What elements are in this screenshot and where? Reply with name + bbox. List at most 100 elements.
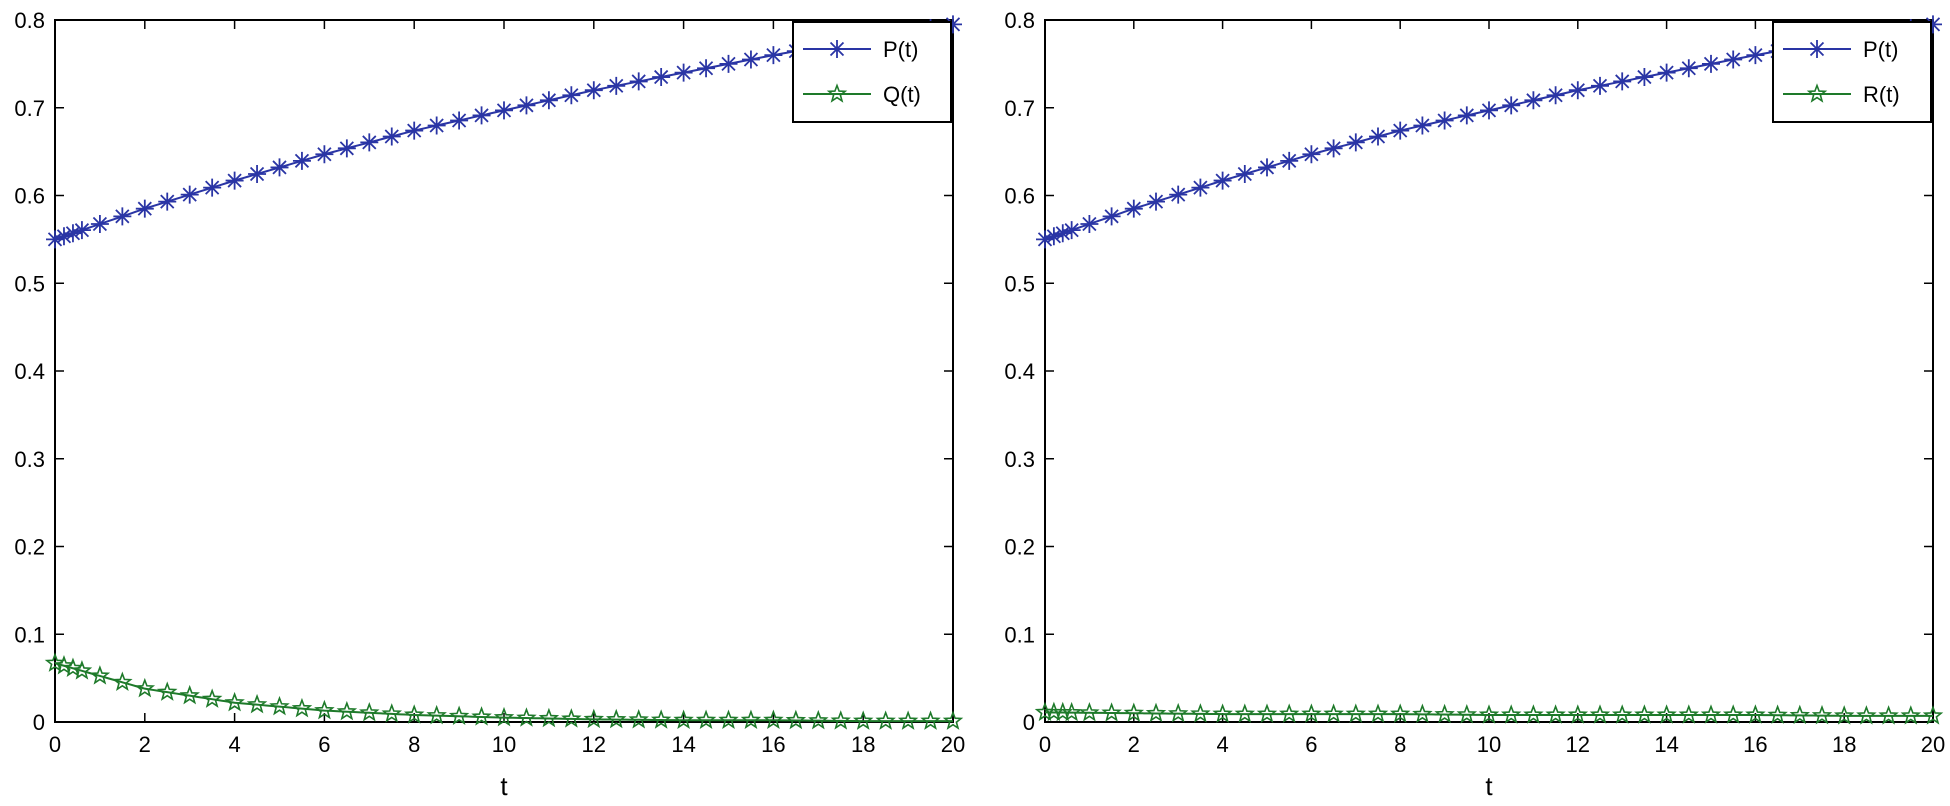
- data-point: [1123, 702, 1145, 722]
- data-point: [471, 706, 492, 726]
- x-tick-label: 18: [851, 732, 875, 757]
- chart-panel-1: 0 2 4 6 8 10 12 14 16 18 20 0 0.1 0.2 0.3 0.4 0.5 0.6 0.7 0…: [14, 8, 965, 801]
- data-point: [852, 710, 874, 730]
- series-qt: [44, 652, 964, 730]
- data-point: [1044, 227, 1063, 246]
- data-point: [1169, 185, 1188, 204]
- data-point: [225, 171, 244, 190]
- x-tick-label: 8: [1394, 732, 1406, 757]
- data-point: [269, 695, 290, 716]
- data-point: [561, 708, 582, 728]
- data-point: [1213, 171, 1232, 190]
- data-point: [359, 702, 380, 722]
- y-tick-label: 0.5: [1004, 271, 1035, 296]
- legend-marker: [1808, 40, 1826, 58]
- x-tick-label: 8: [408, 732, 420, 757]
- data-point: [1256, 703, 1278, 723]
- data-point: [1280, 151, 1299, 170]
- data-point: [1679, 59, 1698, 78]
- data-point: [201, 688, 223, 708]
- data-point: [606, 708, 627, 729]
- data-point: [495, 101, 513, 120]
- data-point: [315, 145, 334, 164]
- data-point: [516, 707, 537, 727]
- data-point: [1722, 704, 1744, 724]
- data-point: [1523, 704, 1544, 724]
- data-point: [427, 116, 446, 135]
- data-point: [1657, 63, 1676, 82]
- data-point: [90, 215, 109, 234]
- data-point: [1102, 207, 1121, 226]
- x-tick-label: 0: [49, 732, 61, 757]
- data-point: [224, 691, 245, 712]
- data-point: [1302, 145, 1321, 164]
- y-tick-label: 0.5: [14, 271, 45, 296]
- data-point: [1367, 703, 1389, 723]
- data-point: [741, 50, 760, 69]
- data-point: [1079, 702, 1100, 722]
- y-tick-label: 0.8: [14, 8, 45, 33]
- legend: P(t) R(t): [1772, 21, 1932, 123]
- data-point: [135, 199, 154, 218]
- data-point: [89, 665, 111, 685]
- data-point: [1567, 704, 1589, 724]
- data-point: [291, 697, 313, 718]
- data-point: [63, 224, 82, 243]
- y-tick-label: 0.2: [14, 535, 45, 560]
- x-tick-label: 6: [1305, 732, 1317, 757]
- data-point: [697, 59, 716, 78]
- x-tick-label: 4: [1216, 732, 1228, 757]
- data-point: [1323, 703, 1344, 723]
- data-point: [180, 185, 199, 204]
- data-point: [920, 710, 941, 730]
- y-tick-label: 0.3: [14, 447, 45, 472]
- data-point: [539, 91, 558, 110]
- data-point: [1191, 178, 1210, 197]
- data-point: [1080, 215, 1099, 234]
- data-point: [1324, 139, 1343, 158]
- data-point: [314, 699, 335, 720]
- data-point: [517, 96, 536, 115]
- data-point: [382, 127, 401, 146]
- x-tick-label: 20: [941, 732, 965, 757]
- x-tick-label: 2: [1128, 732, 1140, 757]
- y-tick-label: 0.3: [1004, 447, 1035, 472]
- data-point: [1369, 127, 1387, 146]
- data-point: [1234, 703, 1256, 723]
- data-point: [1924, 15, 1942, 34]
- data-point: [1746, 46, 1765, 65]
- data-point: [1568, 81, 1587, 100]
- data-point: [1922, 705, 1944, 725]
- plot-area: [54, 19, 954, 723]
- data-point: [1101, 702, 1122, 722]
- data-point: [1745, 704, 1766, 724]
- y-tick-label: 0: [33, 710, 45, 735]
- data-point: [1036, 230, 1054, 249]
- data-point: [72, 221, 91, 240]
- legend-label: P(t): [883, 37, 918, 62]
- data-point: [763, 709, 784, 729]
- x-tick-label: 16: [1743, 732, 1767, 757]
- data-point: [650, 709, 672, 729]
- x-tick-label: 10: [1477, 732, 1501, 757]
- data-point: [1833, 705, 1855, 725]
- data-point: [1145, 702, 1167, 723]
- data-point: [1190, 703, 1211, 723]
- data-point: [1900, 705, 1922, 725]
- data-point: [583, 708, 605, 729]
- data-point: [1724, 50, 1743, 69]
- x-tick-label: 16: [761, 732, 785, 757]
- data-point: [897, 710, 919, 730]
- data-point: [1412, 703, 1433, 724]
- data-point: [1301, 703, 1322, 723]
- legend-label: P(t): [1863, 37, 1898, 62]
- data-point: [718, 709, 739, 729]
- data-point: [1613, 72, 1632, 91]
- data-point: [785, 709, 807, 730]
- data-point: [628, 709, 649, 729]
- data-point: [381, 703, 402, 723]
- data-point: [1061, 701, 1082, 722]
- data-point: [673, 709, 694, 729]
- data-point: [179, 684, 200, 705]
- data-point: [1611, 704, 1633, 724]
